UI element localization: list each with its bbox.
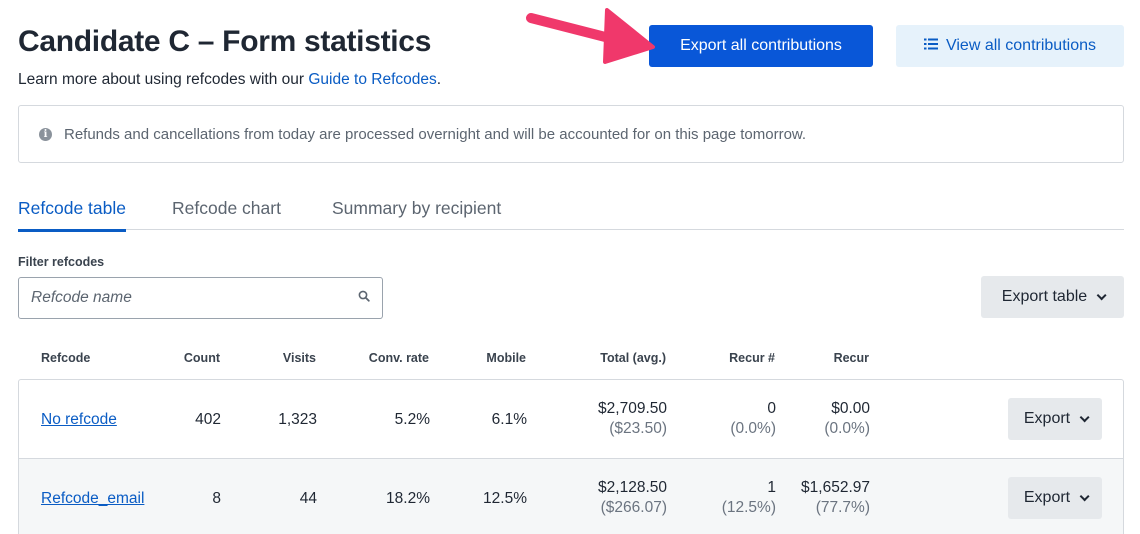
tab-refcode-chart[interactable]: Refcode chart [172, 198, 281, 218]
recur-cell: $1,652.97 (77.7%) [801, 479, 870, 517]
recur-count-value: 1 [767, 479, 776, 496]
refcode-search-input[interactable] [31, 289, 358, 307]
tab-summary-by-recipient[interactable]: Summary by recipient [332, 198, 502, 218]
row-export-button[interactable]: Export [1008, 477, 1102, 519]
row-export-button[interactable]: Export [1008, 398, 1102, 440]
chevron-down-icon [1079, 490, 1090, 501]
total-avg-value: ($266.07) [600, 499, 667, 516]
export-all-label: Export all contributions [680, 37, 842, 54]
tab-refcode-table[interactable]: Refcode table [18, 198, 126, 232]
recur-count-cell: 1 (12.5%) [722, 479, 776, 517]
page-title: Candidate C – Form statistics [18, 25, 432, 58]
refcode-link[interactable]: No refcode [41, 411, 117, 428]
chevron-down-icon [1096, 289, 1107, 300]
visits-cell: 44 [299, 490, 317, 507]
visits-cell: 1,323 [278, 411, 317, 428]
mobile-cell: 12.5% [483, 490, 527, 507]
mobile-cell: 6.1% [491, 411, 527, 428]
recur-count-pct: (12.5%) [721, 499, 776, 516]
table-row: No refcode 402 1,323 5.2% 6.1% $2,709.50… [18, 379, 1124, 459]
notice-text: Refunds and cancellations from today are… [64, 125, 807, 143]
export-table-label: Export table [1001, 288, 1088, 305]
total-avg-value: ($23.50) [609, 420, 667, 437]
column-header-conv-rate[interactable]: Conv. rate [368, 351, 429, 365]
recur-value: $1,652.97 [801, 479, 870, 496]
tab-bar: Refcode table Refcode chart Summary by r… [18, 190, 1124, 232]
column-header-total-avg[interactable]: Total (avg.) [600, 351, 666, 365]
annotation-arrow-icon [526, 8, 655, 64]
total-value: $2,709.50 [598, 400, 667, 417]
table-row: Refcode_email 8 44 18.2% 12.5% $2,128.50… [18, 458, 1124, 534]
subtitle-text: Learn more about using refcodes with our [18, 71, 309, 88]
column-header-count[interactable]: Count [183, 351, 220, 365]
refcode-search-box [18, 277, 383, 319]
column-header-mobile[interactable]: Mobile [486, 351, 526, 365]
column-header-visits[interactable]: Visits [282, 351, 316, 365]
column-header-recur-count[interactable]: Recur # [729, 351, 775, 365]
chevron-down-icon [1079, 411, 1090, 422]
info-icon: i [39, 127, 52, 141]
row-export-label: Export [1023, 410, 1071, 427]
row-export-label: Export [1023, 489, 1071, 506]
view-all-contributions-button[interactable]: View all contributions [896, 25, 1124, 67]
count-cell: 8 [212, 490, 221, 507]
subtitle-end: . [436, 71, 442, 88]
page-subtitle: Learn more about using refcodes with our… [18, 71, 441, 89]
recur-count-value: 0 [767, 400, 776, 417]
total-cell: $2,128.50 ($266.07) [598, 479, 667, 517]
conv-rate-cell: 18.2% [386, 490, 430, 507]
guide-to-refcodes-link[interactable]: Guide to Refcodes [308, 71, 437, 88]
total-value: $2,128.50 [598, 479, 667, 496]
conv-rate-cell: 5.2% [394, 411, 430, 428]
recur-count-cell: 0 (0.0%) [730, 400, 776, 438]
list-icon [923, 37, 938, 55]
recur-count-pct: (0.0%) [730, 420, 776, 437]
refcode-link[interactable]: Refcode_email [41, 490, 145, 507]
export-all-contributions-button[interactable]: Export all contributions [649, 25, 873, 67]
export-table-button[interactable]: Export table [981, 276, 1124, 318]
filter-label: Filter refcodes [18, 255, 105, 269]
column-header-recur[interactable]: Recur [833, 351, 869, 365]
search-icon[interactable] [358, 289, 370, 307]
view-all-label: View all contributions [945, 37, 1096, 54]
recur-pct: (77.7%) [815, 499, 870, 516]
recur-pct: (0.0%) [824, 420, 870, 437]
column-header-refcode[interactable]: Refcode [41, 351, 91, 365]
info-notice: i Refunds and cancellations from today a… [18, 105, 1124, 163]
count-cell: 402 [195, 411, 221, 428]
recur-value: $0.00 [831, 400, 870, 417]
recur-cell: $0.00 (0.0%) [824, 400, 870, 438]
total-cell: $2,709.50 ($23.50) [598, 400, 667, 438]
